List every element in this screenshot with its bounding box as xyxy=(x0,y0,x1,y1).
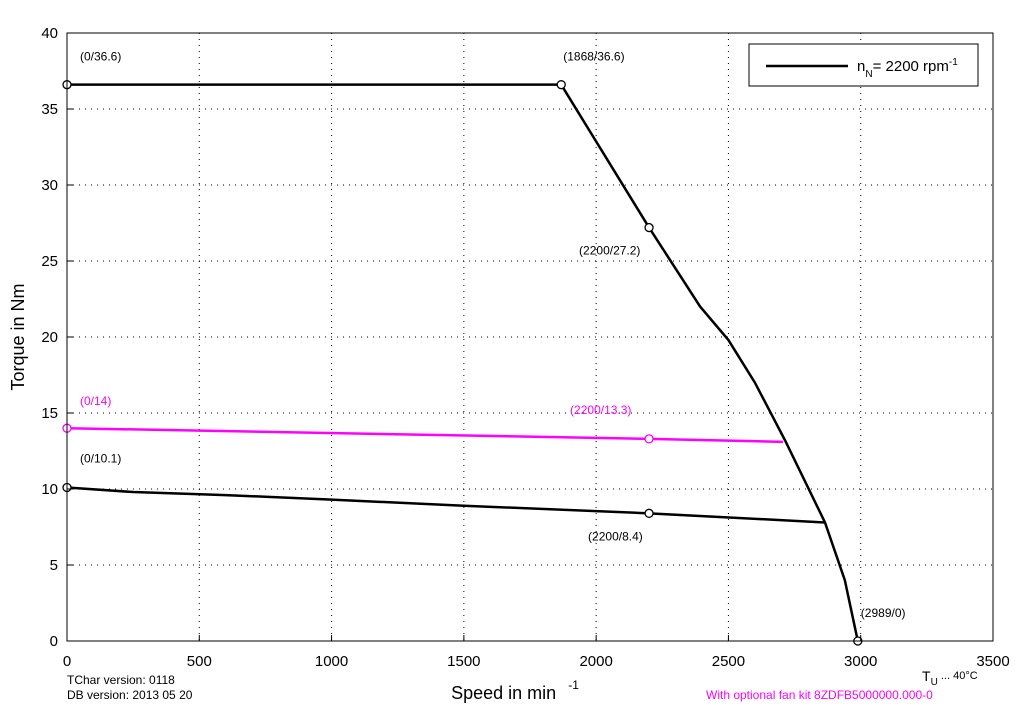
x-tick-label: 1000 xyxy=(315,653,348,670)
point-label: (0/10.1) xyxy=(80,451,121,465)
legend-rest: = 2200 rpm xyxy=(873,58,949,75)
point-label: (2200/27.2) xyxy=(579,244,640,258)
point-marker xyxy=(644,508,654,518)
x-tick-label: 0 xyxy=(63,653,71,670)
legend-sub: N xyxy=(865,69,872,80)
temp-rest: ... 40°C xyxy=(938,670,978,682)
y-tick-label: 0 xyxy=(50,633,58,650)
y-tick-label: 15 xyxy=(41,405,58,422)
point-label: (2989/0) xyxy=(861,606,906,620)
x-tick-label: 2500 xyxy=(712,653,745,670)
legend-sup: -1 xyxy=(949,57,958,68)
x-axis-label: Speed in min -1 xyxy=(451,678,579,703)
y-tick-label: 30 xyxy=(41,177,58,194)
tchar-version: TChar version: 0118 xyxy=(67,673,175,687)
x-label-text: Speed in min xyxy=(451,683,556,703)
point-label: (0/14) xyxy=(80,394,111,408)
point-label: (2200/13.3) xyxy=(570,403,631,417)
legend-n: n xyxy=(857,58,865,75)
y-tick-label: 25 xyxy=(41,253,58,270)
point-marker xyxy=(556,80,566,90)
ambient-temp: TU ... 40°C xyxy=(922,668,978,688)
db-version: DB version: 2013 05 20 xyxy=(67,688,193,702)
x-label-sup: -1 xyxy=(568,678,579,692)
point-label: (1868/36.6) xyxy=(563,50,624,64)
y-tick-label: 20 xyxy=(41,329,58,346)
y-tick-label: 10 xyxy=(41,481,58,498)
x-tick-label: 3500 xyxy=(976,653,1009,670)
series-line xyxy=(67,83,860,642)
y-tick-label: 40 xyxy=(41,25,58,42)
temp-t: T xyxy=(922,668,931,684)
point-marker xyxy=(644,222,654,233)
point-label: (0/36.6) xyxy=(80,50,121,64)
x-tick-label: 1500 xyxy=(447,653,480,670)
x-tick-label: 3000 xyxy=(844,653,877,670)
y-tick-label: 5 xyxy=(50,557,58,574)
point-label: (2200/8.4) xyxy=(588,529,643,543)
y-axis-label: Torque in Nm xyxy=(8,283,28,390)
temp-sub: U xyxy=(931,677,938,688)
fan-kit-note: With optional fan kit 8ZDFB5000000.000-0 xyxy=(706,688,933,702)
point-marker xyxy=(644,434,654,444)
legend-label: nN= 2200 rpm-1 xyxy=(857,57,958,80)
x-tick-label: 500 xyxy=(187,653,212,670)
y-tick-label: 35 xyxy=(41,101,58,118)
x-tick-label: 2000 xyxy=(579,653,612,670)
legend: nN= 2200 rpm-1 xyxy=(748,43,979,87)
